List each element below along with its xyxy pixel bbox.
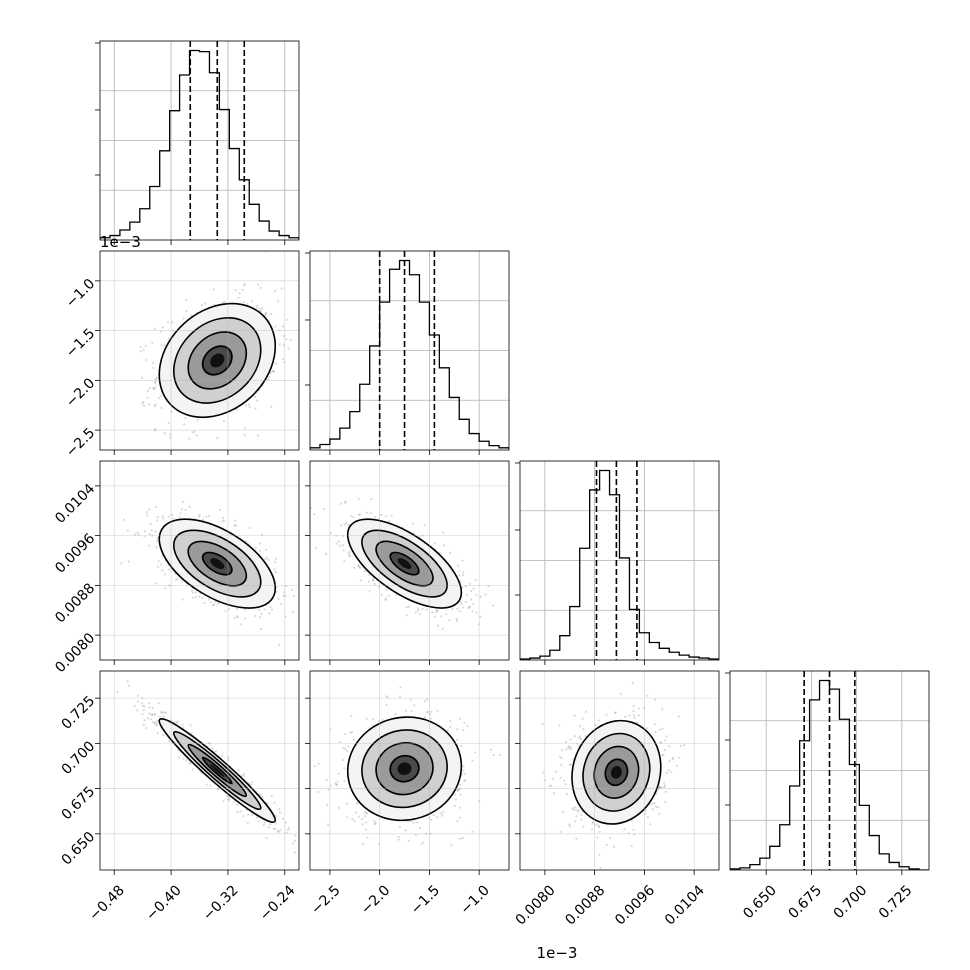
contour-line	[346, 518, 463, 609]
x-tick-label: −2.5	[308, 882, 343, 917]
x-tick-label: 0.700	[831, 882, 871, 922]
y-tick-label: −1.5	[63, 326, 98, 361]
offset-label-y: 1e−3	[100, 233, 141, 251]
contour-line	[201, 345, 233, 376]
contour-line	[187, 331, 248, 390]
contour-line	[582, 732, 651, 812]
panel-frame	[519, 670, 720, 871]
scatter-panel-2-1	[305, 460, 510, 665]
contour-line	[172, 317, 262, 404]
contour-line	[375, 742, 434, 796]
x-tick-label: −1.0	[458, 882, 493, 917]
contour-line	[346, 716, 463, 822]
panel-frame	[99, 250, 300, 451]
contour-line	[187, 743, 248, 798]
x-tick-label: −2.0	[358, 882, 393, 917]
contour-line	[593, 745, 640, 799]
y-tick-label: 0.0096	[52, 531, 98, 577]
x-tick-label: 0.675	[785, 882, 825, 922]
scatter-panel-1-0	[95, 250, 300, 455]
x-tick-label: 0.650	[740, 882, 780, 922]
y-tick-label: −1.0	[63, 276, 98, 311]
x-tick-label: −0.24	[257, 882, 299, 924]
x-tick-label: −0.32	[200, 882, 242, 924]
contour-line	[172, 529, 262, 598]
contour-line	[361, 729, 448, 809]
y-tick-label: 0.700	[59, 738, 99, 778]
histogram-panel-1	[305, 250, 510, 455]
panel-frame	[309, 670, 510, 871]
x-tick-label: −0.40	[143, 882, 185, 924]
x-tick-label: −0.48	[86, 882, 128, 924]
y-tick-label: 0.725	[59, 693, 99, 733]
x-tick-label: 0.0096	[612, 882, 658, 928]
scatter-panel-3-1	[305, 670, 510, 875]
contour-line	[187, 540, 248, 587]
y-tick-label: 0.0088	[52, 580, 98, 626]
scatter-panel-3-2	[515, 670, 720, 875]
histogram-step-1	[310, 259, 509, 450]
contour-line	[389, 551, 420, 576]
contour-line	[604, 758, 629, 787]
x-tick-label: 0.0080	[513, 882, 559, 928]
contour-line	[158, 302, 277, 419]
contour-line	[201, 551, 233, 576]
histogram-step-0	[100, 49, 299, 240]
panel-frame	[729, 670, 930, 871]
offset-label-x: 1e−3	[537, 944, 578, 962]
panel-frame	[309, 250, 510, 451]
y-tick-label: −2.0	[63, 375, 98, 410]
y-tick-label: 0.650	[59, 829, 99, 869]
panel-frame	[309, 460, 510, 661]
y-tick-label: −2.5	[63, 425, 98, 460]
contour-line	[158, 718, 277, 823]
contour-line	[571, 719, 662, 825]
panel-frame	[99, 670, 300, 871]
panel-frame	[519, 460, 720, 661]
histogram-step-2	[520, 469, 719, 660]
y-tick-label: 0.0104	[52, 481, 98, 527]
panel-frame	[99, 460, 300, 661]
scatter-panel-2-0	[95, 460, 300, 665]
contour-line	[201, 756, 233, 785]
histogram-panel-2	[515, 460, 720, 665]
contour-line	[375, 540, 434, 587]
histogram-panel-0	[95, 40, 300, 245]
contour-line	[389, 754, 420, 783]
contour-line	[172, 730, 262, 811]
panel-frame	[99, 40, 300, 241]
x-tick-label: 0.0104	[662, 882, 708, 928]
x-tick-label: −1.5	[408, 882, 443, 917]
x-tick-label: 0.0088	[562, 882, 608, 928]
y-tick-label: 0.0080	[52, 630, 98, 676]
histogram-panel-3	[725, 670, 930, 875]
scatter-panel-3-0	[95, 670, 300, 875]
y-tick-label: 0.675	[59, 784, 99, 824]
x-tick-label: 0.725	[876, 882, 916, 922]
